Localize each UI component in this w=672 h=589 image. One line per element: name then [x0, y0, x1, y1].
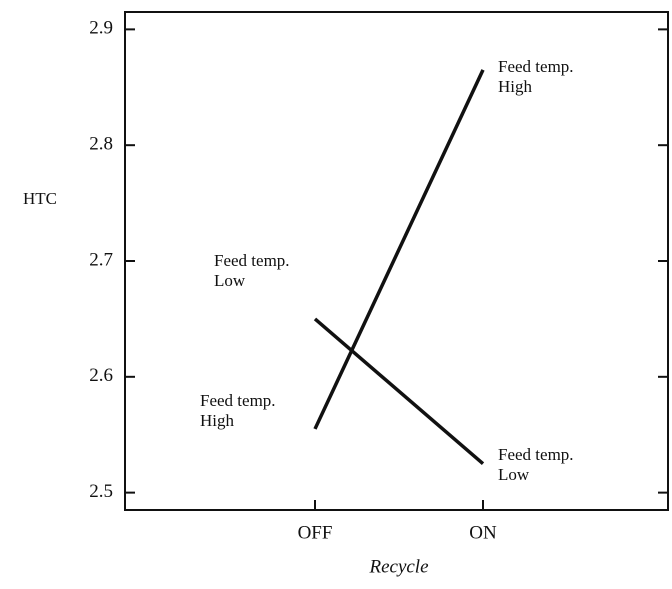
- series-line: [313, 69, 485, 430]
- annotation: Feed temp.: [200, 391, 276, 410]
- x-tick-label: OFF: [298, 522, 333, 543]
- x-tick-label: ON: [469, 522, 497, 543]
- annotation: Feed temp.: [214, 251, 290, 270]
- x-axis-label: Recycle: [368, 556, 428, 577]
- y-axis-label: HTC: [23, 189, 57, 208]
- y-tick-label: 2.8: [89, 134, 113, 155]
- annotation: Low: [214, 271, 246, 290]
- annotation: Low: [498, 465, 530, 484]
- y-tick-label: 2.7: [89, 249, 113, 270]
- annotation: High: [498, 77, 533, 96]
- plot-frame: [124, 11, 669, 511]
- y-tick-label: 2.5: [89, 481, 113, 502]
- y-tick-label: 2.6: [89, 365, 113, 386]
- series-line: [313, 317, 485, 466]
- annotation: High: [200, 411, 235, 430]
- annotation: Feed temp.: [498, 445, 574, 464]
- y-tick-label: 2.9: [89, 18, 113, 39]
- annotation: Feed temp.: [498, 57, 574, 76]
